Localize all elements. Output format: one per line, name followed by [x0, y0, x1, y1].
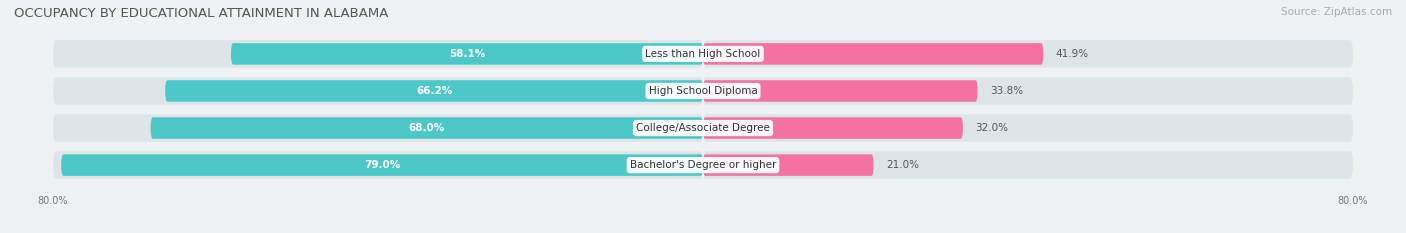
FancyBboxPatch shape: [703, 114, 1353, 142]
FancyBboxPatch shape: [703, 117, 963, 139]
FancyBboxPatch shape: [150, 117, 703, 139]
FancyBboxPatch shape: [703, 77, 1353, 105]
Text: 32.0%: 32.0%: [976, 123, 1008, 133]
FancyBboxPatch shape: [165, 80, 703, 102]
Text: College/Associate Degree: College/Associate Degree: [636, 123, 770, 133]
Text: OCCUPANCY BY EDUCATIONAL ATTAINMENT IN ALABAMA: OCCUPANCY BY EDUCATIONAL ATTAINMENT IN A…: [14, 7, 388, 20]
Text: Less than High School: Less than High School: [645, 49, 761, 59]
FancyBboxPatch shape: [703, 40, 1353, 68]
FancyBboxPatch shape: [53, 114, 703, 142]
Text: 58.1%: 58.1%: [449, 49, 485, 59]
FancyBboxPatch shape: [703, 43, 1043, 65]
Text: 41.9%: 41.9%: [1056, 49, 1088, 59]
FancyBboxPatch shape: [53, 40, 703, 68]
FancyBboxPatch shape: [231, 43, 703, 65]
FancyBboxPatch shape: [703, 154, 873, 176]
Text: 79.0%: 79.0%: [364, 160, 401, 170]
FancyBboxPatch shape: [53, 151, 703, 179]
Text: 80.0%: 80.0%: [38, 195, 69, 206]
Text: 33.8%: 33.8%: [990, 86, 1024, 96]
Text: Bachelor's Degree or higher: Bachelor's Degree or higher: [630, 160, 776, 170]
FancyBboxPatch shape: [703, 80, 977, 102]
Text: High School Diploma: High School Diploma: [648, 86, 758, 96]
Text: 68.0%: 68.0%: [409, 123, 444, 133]
Text: 66.2%: 66.2%: [416, 86, 453, 96]
FancyBboxPatch shape: [62, 154, 703, 176]
FancyBboxPatch shape: [53, 77, 703, 105]
Text: 21.0%: 21.0%: [886, 160, 918, 170]
FancyBboxPatch shape: [703, 151, 1353, 179]
Text: Source: ZipAtlas.com: Source: ZipAtlas.com: [1281, 7, 1392, 17]
Text: 80.0%: 80.0%: [1337, 195, 1368, 206]
